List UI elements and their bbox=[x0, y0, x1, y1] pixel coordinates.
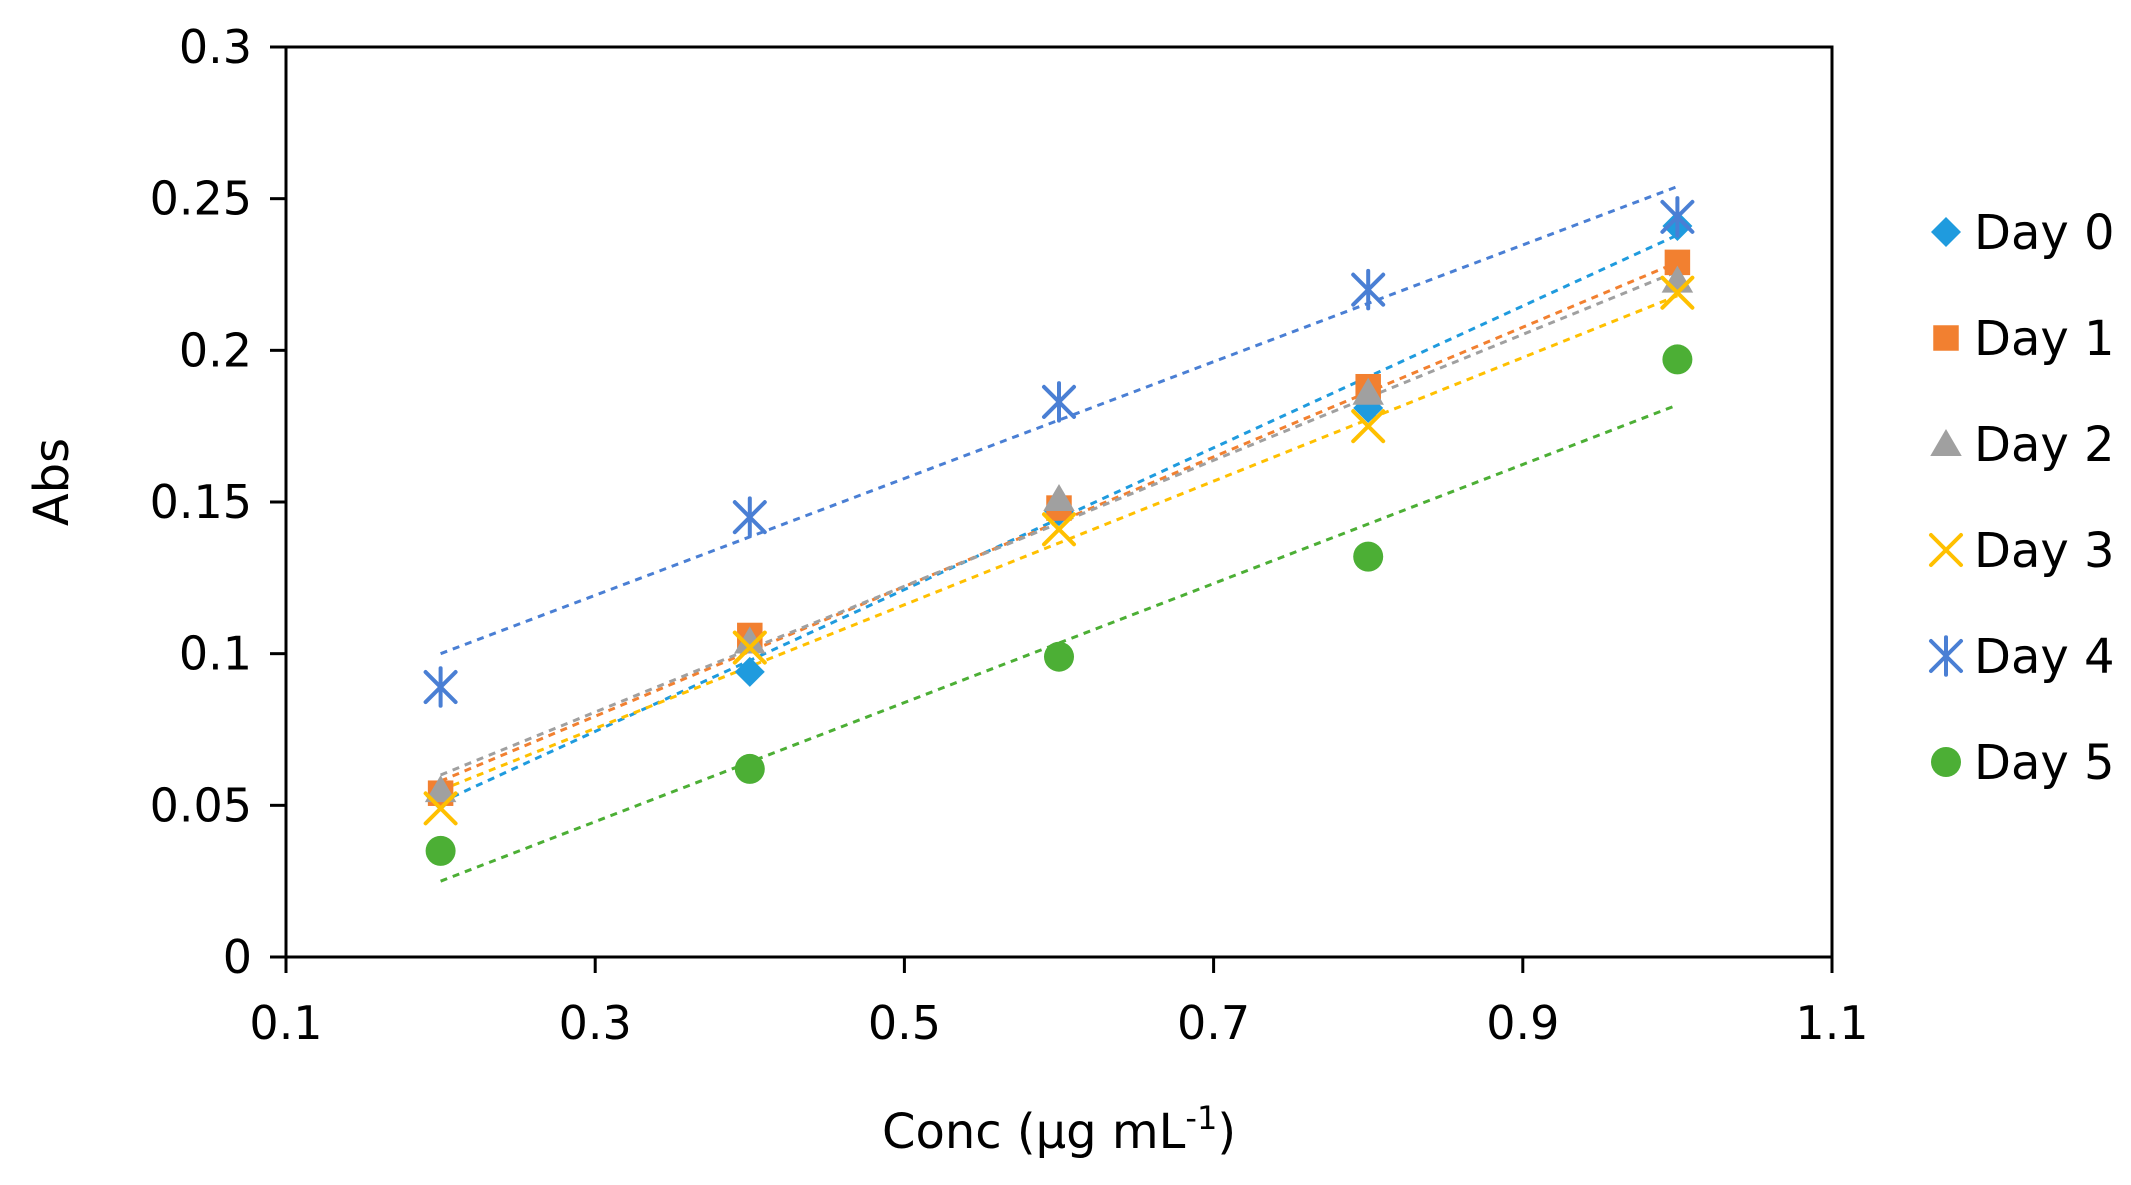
x-axis-title-main: Conc (μg mL bbox=[882, 1104, 1186, 1160]
legend-label-day-3: Day 3 bbox=[1974, 523, 2115, 579]
y-tick-label: 0.3 bbox=[179, 20, 252, 74]
series-day-4 bbox=[423, 196, 1695, 708]
series-day-3 bbox=[423, 275, 1695, 826]
legend-label-day-5: Day 5 bbox=[1974, 735, 2115, 791]
legend-item-day-5: Day 5 bbox=[1931, 735, 2115, 791]
legend-marker-day-0 bbox=[1931, 217, 1961, 247]
point-day-5 bbox=[1353, 541, 1384, 572]
legend-item-day-0: Day 0 bbox=[1931, 205, 2115, 261]
point-day-3 bbox=[423, 791, 458, 826]
point-day-5 bbox=[1044, 641, 1074, 672]
point-day-3 bbox=[1042, 512, 1076, 547]
legend-marker-day-2 bbox=[1930, 429, 1962, 456]
point-day-4 bbox=[1042, 381, 1076, 423]
legend-label-day-4: Day 4 bbox=[1974, 629, 2115, 685]
point-day-3 bbox=[1660, 275, 1695, 310]
x-axis: 0.1 0.3 0.5 0.7 0.9 1.1 bbox=[249, 957, 1869, 1050]
x-tick-label: 0.5 bbox=[868, 996, 941, 1050]
y-tick-label: 0.1 bbox=[179, 627, 252, 681]
point-day-3 bbox=[1351, 409, 1386, 444]
point-day-2 bbox=[424, 775, 457, 803]
point-day-5 bbox=[734, 753, 765, 784]
point-day-3 bbox=[732, 630, 767, 665]
y-axis-title: Abs bbox=[24, 438, 80, 526]
x-tick-label: 1.1 bbox=[1795, 996, 1868, 1050]
y-tick-label: 0 bbox=[223, 930, 252, 984]
y-tick-label: 0.2 bbox=[179, 323, 252, 377]
point-day-4 bbox=[1660, 196, 1695, 238]
legend: Day 0 Day 1 Day 2 Day 3 Day 4 Day 5 bbox=[1929, 205, 2115, 791]
x-axis-title-superscript: -1 bbox=[1185, 1099, 1217, 1137]
legend-item-day-4: Day 4 bbox=[1929, 629, 2115, 685]
trendline-day-3 bbox=[440, 294, 1678, 792]
x-axis-title: Conc (μg mL-1) bbox=[882, 1099, 1236, 1160]
legend-label-day-2: Day 2 bbox=[1974, 417, 2115, 473]
x-axis-title-close: ) bbox=[1217, 1104, 1236, 1160]
point-day-2 bbox=[1043, 483, 1075, 511]
point-day-5 bbox=[1662, 344, 1693, 375]
y-axis: 0 0.05 0.1 0.15 0.2 0.25 0.3 bbox=[150, 20, 286, 984]
series-day-5 bbox=[425, 344, 1693, 866]
legend-item-day-3: Day 3 bbox=[1929, 523, 2115, 579]
point-day-4 bbox=[732, 496, 767, 538]
legend-marker-day-5 bbox=[1931, 747, 1961, 777]
legend-item-day-1: Day 1 bbox=[1933, 311, 2115, 367]
legend-label-day-1: Day 1 bbox=[1974, 311, 2115, 367]
x-tick-label: 0.7 bbox=[1177, 996, 1250, 1050]
data-points bbox=[423, 196, 1695, 866]
point-day-2 bbox=[734, 626, 766, 654]
point-day-2 bbox=[1352, 377, 1384, 405]
legend-item-day-2: Day 2 bbox=[1930, 417, 2115, 473]
x-tick-label: 0.1 bbox=[249, 996, 322, 1050]
point-day-4 bbox=[423, 666, 458, 708]
legend-marker-day-3 bbox=[1929, 533, 1963, 567]
point-day-5 bbox=[425, 835, 456, 866]
y-tick-label: 0.05 bbox=[150, 778, 252, 832]
x-tick-label: 0.3 bbox=[559, 996, 632, 1050]
legend-marker-day-1 bbox=[1933, 325, 1959, 351]
x-tick-label: 0.9 bbox=[1486, 996, 1559, 1050]
legend-marker-day-4 bbox=[1929, 635, 1963, 677]
y-tick-label: 0.15 bbox=[150, 475, 252, 529]
point-day-0 bbox=[734, 656, 765, 687]
point-day-4 bbox=[1351, 268, 1386, 311]
trendline-day-1 bbox=[440, 260, 1678, 783]
legend-label-day-0: Day 0 bbox=[1974, 205, 2115, 261]
y-tick-label: 0.25 bbox=[150, 172, 252, 226]
